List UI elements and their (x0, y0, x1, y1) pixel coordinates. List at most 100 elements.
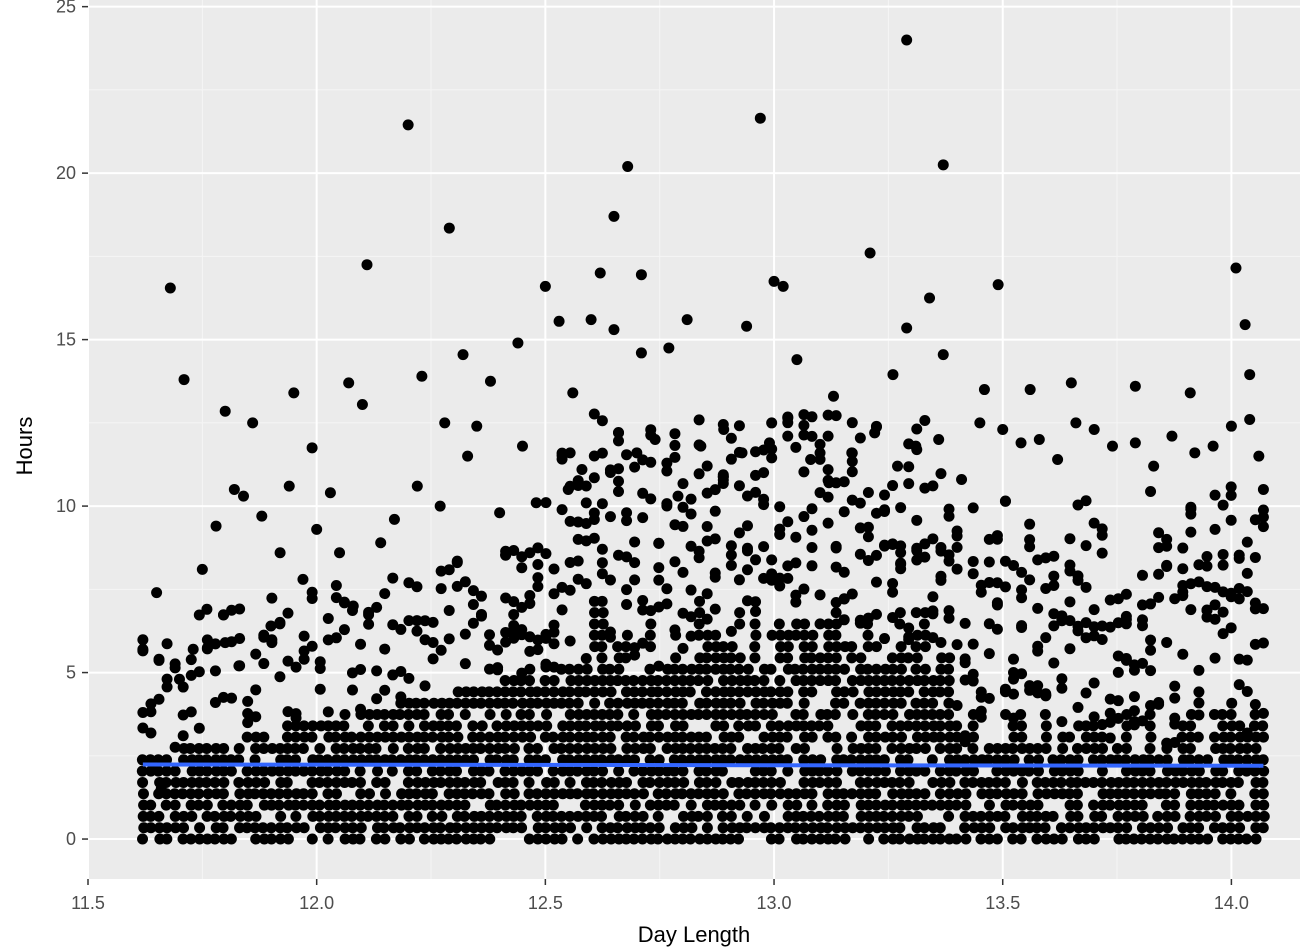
data-point (685, 754, 697, 766)
data-point (806, 675, 818, 687)
data-point (1024, 541, 1036, 553)
data-point (943, 788, 955, 800)
data-point (161, 673, 173, 685)
data-point (564, 709, 576, 721)
data-point (330, 632, 342, 644)
data-point (1201, 581, 1213, 593)
data-point (1015, 833, 1027, 845)
data-point (670, 652, 682, 664)
data-point (443, 709, 455, 721)
data-point (1217, 776, 1229, 788)
data-point (620, 810, 632, 822)
data-point (597, 675, 609, 687)
data-point (1144, 720, 1156, 732)
data-point (257, 822, 269, 834)
data-point (919, 720, 931, 732)
data-point (1104, 732, 1116, 744)
data-point (226, 692, 238, 704)
data-point (1112, 788, 1124, 800)
data-point (1137, 765, 1149, 777)
data-point (983, 799, 995, 811)
data-point (742, 742, 754, 754)
data-point (983, 833, 995, 845)
data-point (572, 810, 584, 822)
data-point (870, 420, 882, 432)
data-point (347, 754, 359, 766)
data-point (845, 754, 857, 766)
data-point (821, 822, 833, 834)
data-point (822, 663, 834, 675)
data-point (1233, 799, 1245, 811)
data-point (1241, 833, 1253, 845)
data-point (274, 833, 286, 845)
data-point (943, 810, 955, 822)
data-point (1153, 776, 1165, 788)
data-point (596, 720, 608, 732)
data-point (1087, 776, 1099, 788)
data-point (774, 629, 786, 641)
data-point (984, 810, 996, 822)
data-point (846, 466, 858, 478)
data-point (637, 675, 649, 687)
data-point (692, 810, 704, 822)
data-point (1112, 754, 1124, 766)
data-point (1161, 636, 1173, 648)
data-point (1249, 551, 1261, 563)
y-tick-label: 20 (56, 163, 76, 183)
data-point (483, 810, 495, 822)
data-point (895, 810, 907, 822)
data-point (1047, 776, 1059, 788)
data-point (644, 822, 656, 834)
data-point (765, 765, 777, 777)
data-point (798, 686, 810, 698)
x-tick-label: 14.0 (1214, 893, 1249, 913)
data-point (242, 717, 254, 729)
data-point (717, 833, 729, 845)
data-point (967, 568, 979, 580)
data-point (1184, 731, 1196, 743)
data-point (525, 731, 537, 743)
data-point (933, 434, 945, 445)
data-point (169, 765, 181, 777)
data-point (879, 505, 891, 517)
data-point (749, 709, 761, 721)
data-point (781, 731, 793, 743)
data-point (531, 686, 543, 698)
data-point (814, 487, 826, 499)
data-point (418, 697, 430, 709)
data-point (436, 810, 448, 822)
data-point (959, 617, 971, 629)
data-point (854, 522, 866, 534)
data-point (1232, 754, 1244, 766)
data-point (886, 742, 898, 754)
data-point (644, 742, 656, 754)
data-point (1177, 720, 1189, 732)
data-point (959, 754, 971, 766)
data-point (702, 675, 714, 687)
data-point (1161, 754, 1173, 766)
data-point (951, 541, 963, 553)
data-point (290, 822, 302, 834)
data-point (608, 324, 620, 336)
data-point (379, 588, 391, 600)
data-point (937, 159, 949, 171)
x-tick-label: 12.5 (528, 893, 563, 913)
data-point (936, 652, 948, 664)
data-point (1072, 810, 1084, 822)
data-point (629, 642, 641, 654)
data-point (402, 765, 414, 777)
data-point (573, 754, 585, 766)
data-point (435, 765, 447, 777)
data-point (228, 483, 240, 495)
data-point (356, 399, 368, 411)
data-point (1225, 833, 1237, 845)
data-point (838, 754, 850, 766)
data-point (499, 731, 511, 743)
data-point (733, 833, 745, 845)
data-point (1216, 709, 1228, 721)
data-point (660, 788, 672, 800)
data-point (886, 799, 898, 811)
data-point (668, 799, 680, 811)
data-point (709, 742, 721, 754)
data-point (846, 652, 858, 664)
